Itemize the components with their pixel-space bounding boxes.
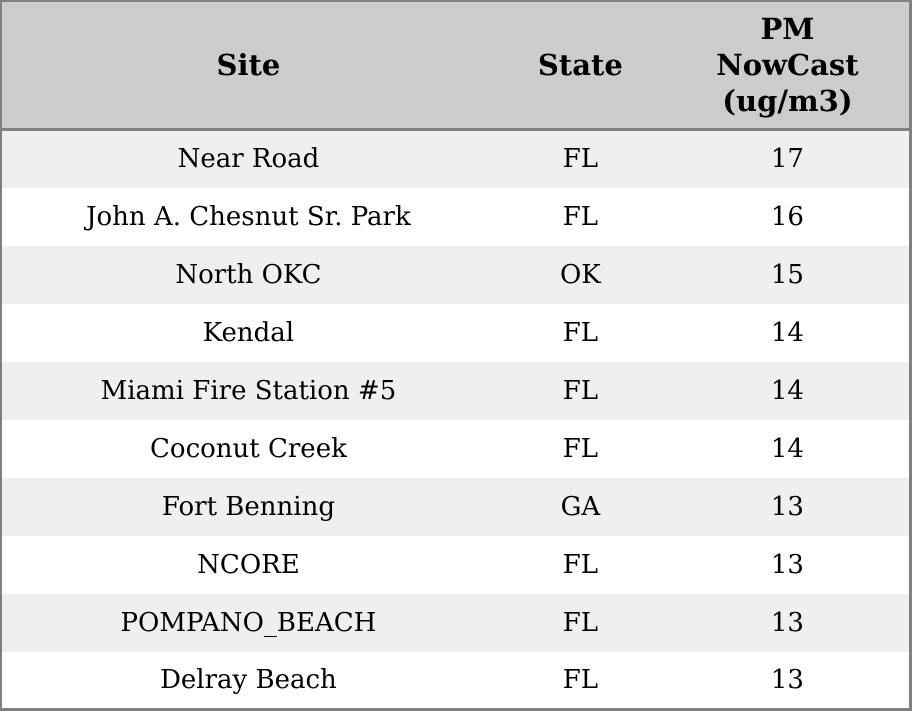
pm-value-cell: 17 — [770, 144, 804, 175]
pm-value-cell: 13 — [770, 549, 804, 580]
state-cell: FL — [562, 201, 598, 232]
table-row: POMPANO_BEACH FL 13 — [1, 593, 911, 652]
pm-header-label: PM NowCast (ug/m3) — [716, 11, 859, 119]
header-row: Site State PM NowCast (ug/m3) — [1, 1, 911, 131]
site-cell: Miami Fire Station #5 — [100, 375, 397, 406]
table-header: Site State PM NowCast (ug/m3) — [1, 1, 911, 131]
site-cell: POMPANO_BEACH — [120, 607, 377, 638]
table-row: Fort Benning GA 13 — [1, 477, 911, 536]
table-row: Kendal FL 14 — [1, 303, 911, 362]
state-cell: FL — [562, 375, 598, 406]
col-header-site: Site — [1, 1, 495, 131]
pm-value-cell: 15 — [770, 259, 804, 290]
pm-value-cell: 14 — [770, 317, 804, 348]
table-row: Miami Fire Station #5 FL 14 — [1, 361, 911, 420]
site-cell: Fort Benning — [161, 491, 335, 522]
pm-value-cell: 14 — [770, 375, 804, 406]
state-cell: FL — [562, 607, 598, 638]
state-cell: FL — [562, 433, 598, 464]
col-header-pm-nowcast: PM NowCast (ug/m3) — [665, 1, 911, 131]
pm-value-cell: 13 — [770, 607, 804, 638]
state-cell: OK — [559, 259, 601, 290]
table-row: Delray Beach FL 13 — [1, 651, 911, 710]
site-cell: John A. Chesnut Sr. Park — [86, 201, 411, 232]
table-row: Near Road FL 17 — [1, 129, 911, 188]
pm-value-cell: 14 — [770, 433, 804, 464]
pm-value-cell: 16 — [770, 201, 804, 232]
site-cell: North OKC — [175, 259, 322, 290]
table-row: John A. Chesnut Sr. Park FL 16 — [1, 187, 911, 246]
pm-value-cell: 13 — [770, 664, 804, 695]
site-cell: Kendal — [202, 317, 295, 348]
table-row: Coconut Creek FL 14 — [1, 419, 911, 478]
site-cell: Near Road — [177, 144, 320, 175]
site-cell: Delray Beach — [160, 664, 337, 695]
state-cell: FL — [562, 549, 598, 580]
state-cell: FL — [562, 144, 598, 175]
col-header-state: State — [494, 1, 666, 131]
site-cell: NCORE — [197, 549, 300, 580]
table-row: North OKC OK 15 — [1, 245, 911, 304]
state-cell: FL — [562, 664, 598, 695]
pm-value-cell: 13 — [770, 491, 804, 522]
table-body: Near Road FL 17 John A. Chesnut Sr. Park… — [1, 129, 911, 710]
site-cell: Coconut Creek — [150, 433, 347, 464]
table-row: NCORE FL 13 — [1, 535, 911, 594]
state-cell: GA — [560, 491, 601, 522]
state-cell: FL — [562, 317, 598, 348]
